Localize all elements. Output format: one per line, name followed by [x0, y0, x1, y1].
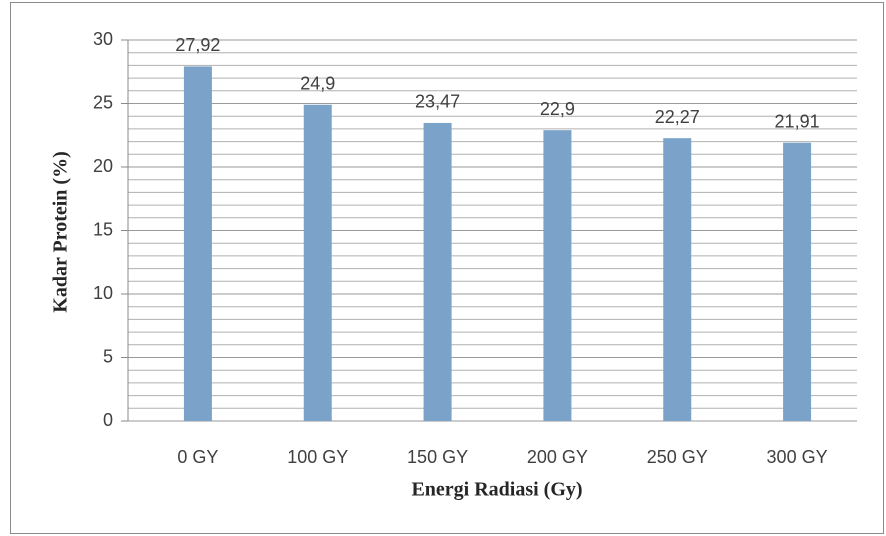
chart: Energi Radiasi (Gy) Kadar Protein (%) 0 5…: [0, 0, 886, 536]
bar: [543, 130, 571, 421]
x-tick-label: 300 GY: [767, 447, 828, 467]
bar: [783, 143, 811, 421]
bar: [663, 138, 691, 421]
y-tick-label: 5: [103, 346, 113, 366]
x-tick-label: 250 GY: [647, 447, 708, 467]
y-tick-label: 15: [93, 219, 113, 239]
x-tick-label: 150 GY: [407, 447, 468, 467]
y-tick-label: 25: [93, 92, 113, 112]
y-tick-label: 0: [103, 410, 113, 430]
y-tick-label: 20: [93, 156, 113, 176]
x-axis-title: Energi Radiasi (Gy): [411, 479, 582, 501]
bar: [184, 66, 212, 421]
value-label: 27,92: [175, 35, 220, 55]
bar: [304, 105, 332, 421]
y-tick-label: 10: [93, 283, 113, 303]
x-tick-label: 100 GY: [287, 447, 348, 467]
value-label: 24,9: [300, 74, 335, 94]
value-label: 23,47: [415, 92, 460, 112]
x-tick-label: 200 GY: [527, 447, 588, 467]
y-axis-title: Kadar Protein (%): [50, 151, 72, 312]
y-tick-label: 30: [93, 29, 113, 49]
value-label: 21,91: [775, 111, 820, 131]
value-label: 22,9: [540, 99, 575, 119]
value-label: 22,27: [655, 107, 700, 127]
x-tick-label: 0 GY: [177, 447, 218, 467]
bar: [424, 123, 452, 421]
